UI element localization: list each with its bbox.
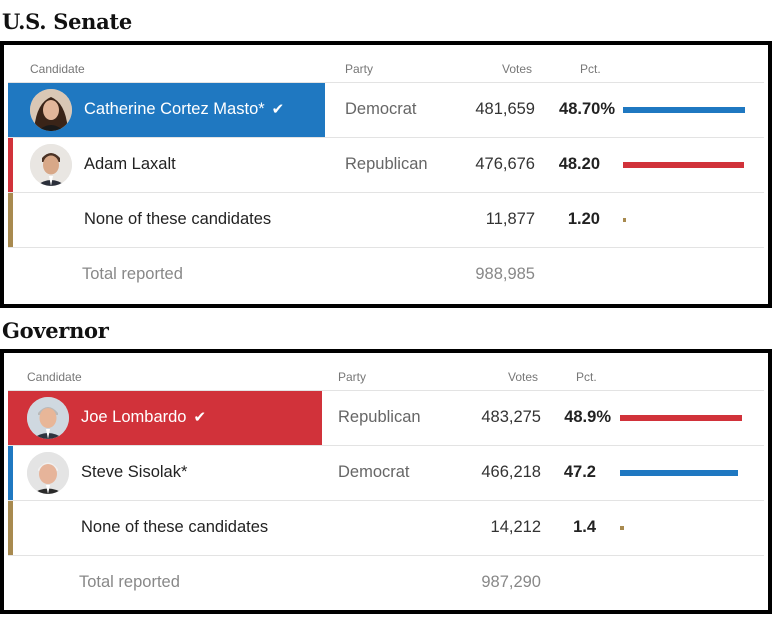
- candidate-avatar: [27, 397, 69, 439]
- total-label: Total reported: [79, 573, 180, 591]
- total-votes: 987,290: [481, 573, 541, 591]
- header-pct: Pct.: [580, 62, 601, 76]
- total-label: Total reported: [82, 265, 183, 283]
- table-header: Candidate Party Votes Pct.: [8, 49, 764, 83]
- candidate-pct: 48.70%: [559, 100, 615, 118]
- candidate-name: Joe Lombardo ✔: [81, 408, 207, 426]
- candidate-row[interactable]: Joe Lombardo ✔ Republican 483,275 48.9%: [8, 391, 764, 446]
- senate-title: U.S. Senate: [2, 9, 132, 34]
- vote-share-bar: [620, 470, 738, 476]
- header-party: Party: [345, 62, 374, 76]
- candidate-votes: 466,218: [481, 463, 541, 481]
- candidate-row[interactable]: Adam Laxalt Republican 476,676 48.20: [8, 138, 764, 193]
- party-stripe: [8, 446, 13, 500]
- total-votes: 988,985: [475, 265, 535, 283]
- candidate-name: None of these candidates: [81, 518, 269, 536]
- header-party: Party: [338, 370, 367, 384]
- candidate-votes: 483,275: [481, 408, 541, 426]
- party-stripe: [8, 193, 13, 247]
- senate-results-table: Candidate Party Votes Pct. Catherine Cor…: [0, 41, 772, 308]
- candidate-pct: 47.2: [563, 463, 596, 481]
- candidate-pct: 1.4: [573, 518, 596, 536]
- candidate-avatar: [30, 89, 72, 131]
- total-row: Total reported 988,985: [8, 248, 764, 303]
- party-stripe: [8, 138, 13, 192]
- header-votes: Votes: [508, 370, 539, 384]
- header-votes: Votes: [502, 62, 533, 76]
- candidate-name: Adam Laxalt: [84, 155, 176, 173]
- party-stripe: [8, 501, 13, 555]
- candidate-votes: 476,676: [475, 155, 535, 173]
- header-candidate: Candidate: [30, 62, 85, 76]
- governor-results-table: Candidate Party Votes Pct. Joe Lombardo ✔…: [0, 349, 772, 614]
- candidate-name: None of these candidates: [84, 210, 272, 228]
- total-row: Total reported 987,290: [8, 556, 764, 611]
- check-icon: ✔: [193, 409, 207, 426]
- vote-share-bar: [623, 218, 626, 222]
- candidate-pct: 48.9%: [564, 408, 611, 426]
- candidate-row[interactable]: Catherine Cortez Masto* ✔ Democrat 481,65…: [8, 83, 764, 138]
- vote-share-bar: [620, 526, 624, 530]
- candidate-row[interactable]: None of these candidates 14,212 1.4: [8, 501, 764, 556]
- candidate-row[interactable]: None of these candidates 11,877 1.20: [8, 193, 764, 248]
- candidate-votes: 14,212: [490, 518, 541, 536]
- candidate-avatar: [30, 144, 72, 186]
- candidate-party: Democrat: [338, 463, 410, 481]
- table-header: Candidate Party Votes Pct.: [8, 357, 764, 391]
- vote-share-bar: [623, 107, 745, 113]
- governor-title: Governor: [2, 318, 109, 343]
- candidate-avatar: [27, 452, 69, 494]
- candidate-name: Steve Sisolak*: [81, 463, 188, 481]
- candidate-name: Catherine Cortez Masto* ✔: [84, 100, 285, 118]
- candidate-votes: 481,659: [475, 100, 535, 118]
- candidate-party: Republican: [345, 155, 428, 173]
- header-pct: Pct.: [576, 370, 597, 384]
- candidate-row[interactable]: Steve Sisolak* Democrat 466,218 47.2: [8, 446, 764, 501]
- candidate-votes: 11,877: [485, 210, 535, 228]
- header-candidate: Candidate: [27, 370, 82, 384]
- candidate-pct: 1.20: [567, 210, 600, 228]
- check-icon: ✔: [271, 101, 285, 118]
- candidate-party: Republican: [338, 408, 421, 426]
- vote-share-bar: [620, 415, 743, 421]
- candidate-pct: 48.20: [558, 155, 600, 173]
- vote-share-bar: [623, 162, 744, 168]
- candidate-party: Democrat: [345, 100, 417, 118]
